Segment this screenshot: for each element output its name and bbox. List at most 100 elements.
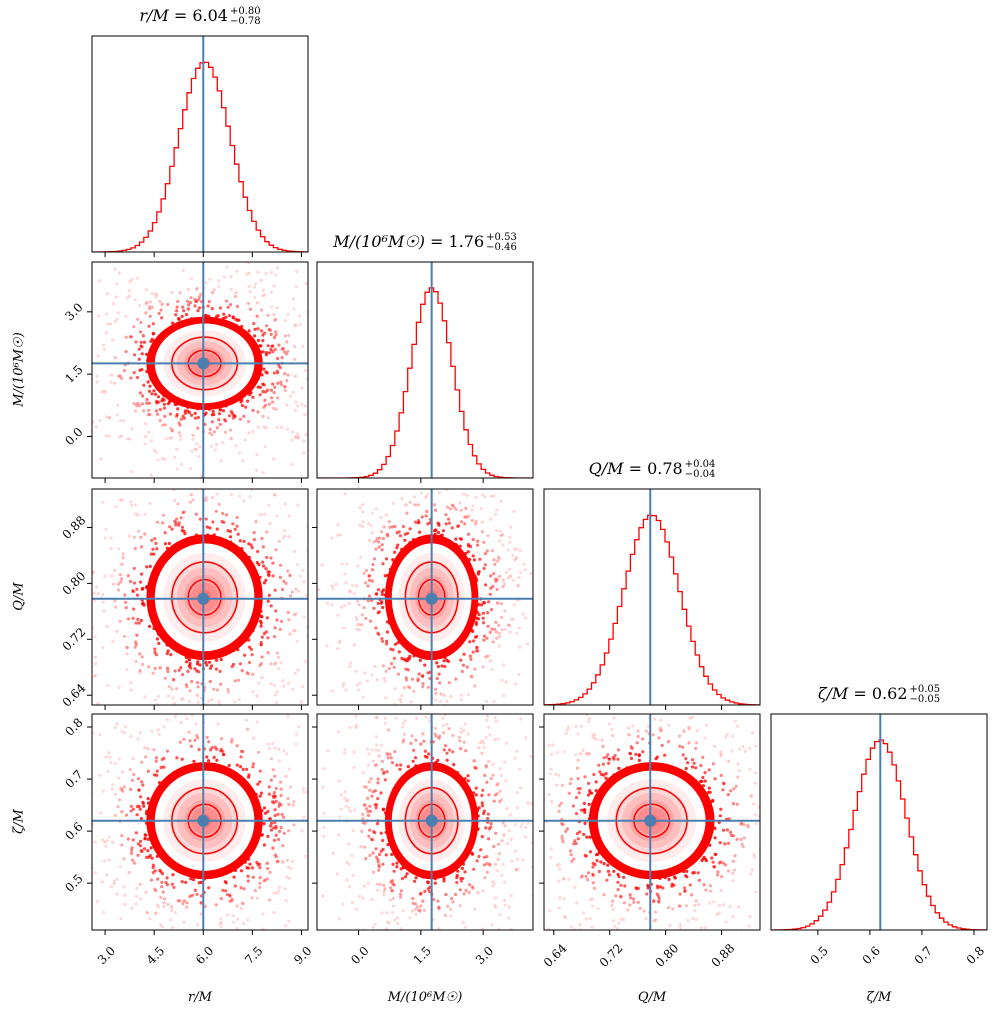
sample-point bbox=[153, 666, 157, 671]
sample-point bbox=[509, 525, 513, 529]
sample-point bbox=[499, 534, 503, 538]
sample-point bbox=[258, 780, 262, 784]
sample-point bbox=[304, 281, 308, 285]
sample-point bbox=[272, 801, 276, 805]
sample-point bbox=[115, 282, 119, 286]
sample-point bbox=[247, 285, 251, 289]
sample-point bbox=[635, 741, 639, 745]
sample-point bbox=[274, 407, 278, 411]
sample-point bbox=[684, 757, 688, 761]
sample-point bbox=[247, 329, 251, 333]
sample-point bbox=[374, 996, 377, 999]
sample-point bbox=[93, 662, 98, 666]
sample-point bbox=[267, 503, 271, 507]
sample-point bbox=[129, 804, 133, 809]
sample-point bbox=[205, 525, 209, 529]
sample-point bbox=[450, 656, 453, 659]
sample-point bbox=[356, 599, 360, 603]
sample-point bbox=[123, 902, 127, 907]
sample-point bbox=[231, 914, 236, 918]
sample-point bbox=[242, 922, 246, 926]
sample-point bbox=[227, 763, 231, 768]
sample-point bbox=[330, 486, 333, 489]
sample-point bbox=[136, 853, 140, 857]
sample-point bbox=[260, 655, 264, 659]
sample-point bbox=[385, 770, 389, 774]
sample-point bbox=[205, 663, 209, 667]
sample-point bbox=[546, 927, 550, 930]
sample-point bbox=[225, 460, 228, 463]
sample-point bbox=[106, 683, 110, 688]
sample-point bbox=[84, 783, 87, 786]
sample-point bbox=[251, 690, 255, 694]
panel-frame bbox=[770, 713, 988, 931]
sample-point bbox=[336, 533, 340, 537]
sample-point bbox=[187, 303, 191, 307]
sample-point bbox=[196, 415, 200, 420]
sample-point bbox=[262, 383, 266, 387]
sample-point bbox=[540, 896, 543, 899]
sample-point bbox=[617, 766, 621, 771]
sample-point bbox=[181, 983, 184, 986]
sample-point bbox=[550, 800, 554, 804]
sample-point bbox=[172, 678, 176, 682]
sample-point bbox=[191, 498, 195, 502]
sample-point bbox=[388, 752, 392, 756]
sample-point bbox=[230, 740, 234, 744]
sample-point bbox=[792, 831, 795, 834]
sample-point bbox=[661, 688, 664, 691]
sample-point bbox=[642, 909, 646, 913]
sample-point bbox=[379, 831, 383, 835]
sample-point bbox=[424, 666, 427, 669]
sample-point bbox=[457, 951, 460, 954]
sample-point bbox=[223, 680, 226, 683]
sample-point bbox=[353, 808, 357, 812]
sample-point bbox=[554, 772, 558, 776]
sample-point bbox=[107, 416, 111, 420]
sample-point bbox=[459, 879, 463, 883]
sample-point bbox=[30, 809, 33, 812]
sample-point bbox=[590, 904, 595, 908]
sample-point bbox=[167, 685, 171, 689]
sample-point bbox=[157, 694, 161, 699]
truth-marker bbox=[197, 814, 210, 827]
sample-point bbox=[285, 352, 289, 356]
sample-point bbox=[277, 889, 281, 893]
sample-point bbox=[574, 795, 579, 800]
sample-point bbox=[273, 385, 277, 389]
sample-point bbox=[269, 332, 273, 336]
sample-point bbox=[187, 658, 192, 662]
sample-point bbox=[622, 875, 626, 879]
sample-point bbox=[269, 270, 274, 275]
sample-point bbox=[104, 844, 108, 848]
sample-point bbox=[420, 396, 423, 399]
sample-point bbox=[343, 851, 346, 854]
sample-point bbox=[235, 917, 240, 921]
sample-point bbox=[294, 324, 298, 328]
sample-point bbox=[554, 555, 557, 558]
sample-point bbox=[464, 515, 468, 519]
sample-point bbox=[380, 543, 384, 547]
sample-point bbox=[347, 602, 351, 606]
sample-point bbox=[275, 891, 279, 895]
sample-point bbox=[133, 353, 137, 357]
sample-point bbox=[83, 624, 86, 627]
sample-point bbox=[180, 697, 184, 701]
sample-point bbox=[348, 885, 352, 889]
sample-point bbox=[400, 414, 403, 417]
sample-point bbox=[594, 780, 598, 784]
sample-point bbox=[119, 786, 123, 790]
sample-point bbox=[380, 577, 383, 580]
sample-point bbox=[229, 428, 233, 432]
sample-point bbox=[252, 531, 256, 535]
sample-point bbox=[461, 920, 465, 925]
sample-point bbox=[287, 681, 291, 685]
sample-point bbox=[516, 806, 520, 810]
sample-point bbox=[240, 404, 244, 408]
sample-point bbox=[473, 635, 478, 639]
sample-point bbox=[319, 473, 322, 476]
sample-point bbox=[363, 845, 367, 849]
sample-point bbox=[221, 666, 224, 669]
sample-point bbox=[63, 919, 66, 922]
sample-point bbox=[268, 522, 272, 526]
